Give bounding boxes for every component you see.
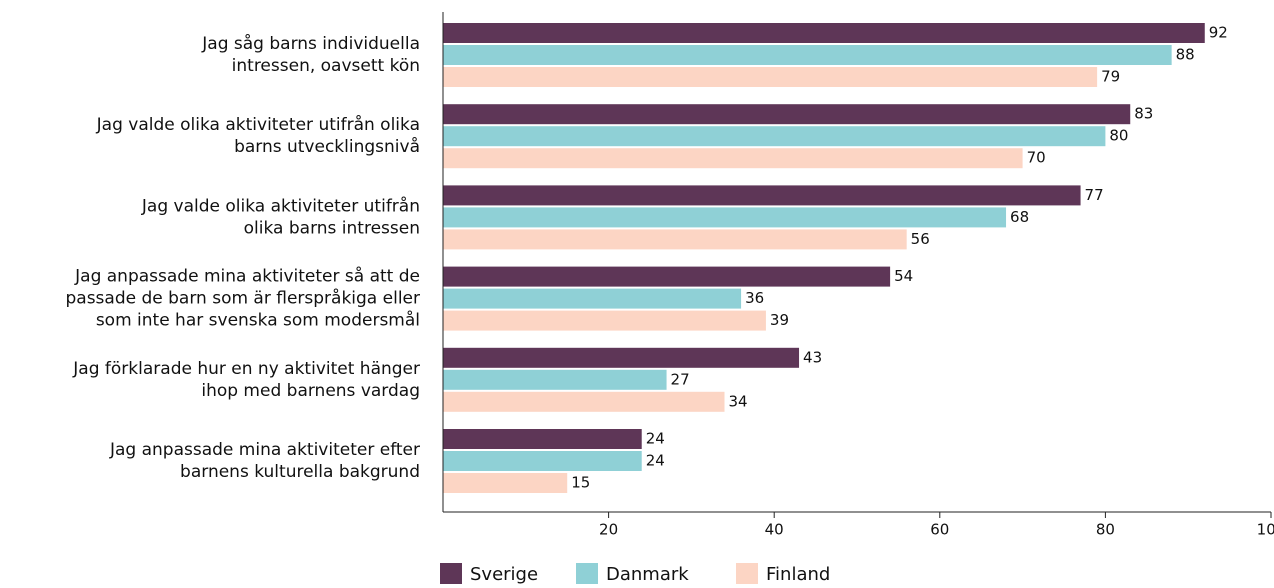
legend-label: Danmark xyxy=(606,564,689,584)
x-tick-label: 80 xyxy=(1096,521,1115,539)
value-label: 77 xyxy=(1085,186,1104,204)
legend-swatch xyxy=(440,563,462,585)
value-label: 43 xyxy=(803,348,822,366)
value-label: 80 xyxy=(1109,127,1128,145)
category-label: Jag valde olika aktiviteter utifrån olik… xyxy=(96,114,420,157)
bar xyxy=(443,148,1023,169)
value-label: 68 xyxy=(1010,208,1029,226)
bar xyxy=(443,347,800,368)
bar xyxy=(443,310,766,331)
value-label: 39 xyxy=(770,311,789,329)
value-label: 70 xyxy=(1027,149,1046,167)
x-tick-label: 20 xyxy=(599,521,618,539)
bar xyxy=(443,473,568,493)
bar xyxy=(443,429,642,449)
category-label: Jag såg barns individuella intressen, oav… xyxy=(201,33,420,76)
value-label: 54 xyxy=(894,267,913,285)
category-label: Jag valde olika aktiviteter utifrån olika… xyxy=(141,195,420,238)
value-label: 15 xyxy=(571,474,590,492)
value-label: 56 xyxy=(911,230,930,248)
x-tick-label: 100 xyxy=(1257,521,1274,539)
legend-label: Sverige xyxy=(470,564,538,584)
bar xyxy=(443,104,1131,125)
category-label: Jag anpassade mina aktiviteter efter barn… xyxy=(109,440,420,482)
bar xyxy=(443,67,1098,87)
x-tick-label: 60 xyxy=(930,521,949,539)
bar xyxy=(443,266,891,287)
x-tick-label: 40 xyxy=(765,521,784,539)
value-label: 36 xyxy=(745,289,764,307)
bar xyxy=(443,369,667,390)
bar xyxy=(443,23,1205,43)
value-label: 92 xyxy=(1209,24,1228,42)
category-label: Jag anpassade mina aktiviteter så att de… xyxy=(65,266,420,331)
bar xyxy=(443,451,642,471)
value-label: 34 xyxy=(729,392,748,410)
value-label: 27 xyxy=(671,370,690,388)
legend-swatch xyxy=(736,563,758,585)
value-label: 83 xyxy=(1134,105,1153,123)
value-label: 24 xyxy=(646,452,665,470)
bar xyxy=(443,391,725,412)
category-label: Jag förklarade hur en ny aktivitet hänge… xyxy=(72,359,420,401)
bar xyxy=(443,126,1106,147)
value-label: 88 xyxy=(1176,46,1195,64)
bar xyxy=(443,207,1007,228)
value-label: 24 xyxy=(646,430,665,448)
bar xyxy=(443,45,1172,65)
bar xyxy=(443,185,1081,206)
bar xyxy=(443,229,907,250)
legend-swatch xyxy=(576,563,598,585)
bar xyxy=(443,288,742,309)
legend-label: Finland xyxy=(766,564,830,584)
value-label: 79 xyxy=(1101,68,1120,86)
